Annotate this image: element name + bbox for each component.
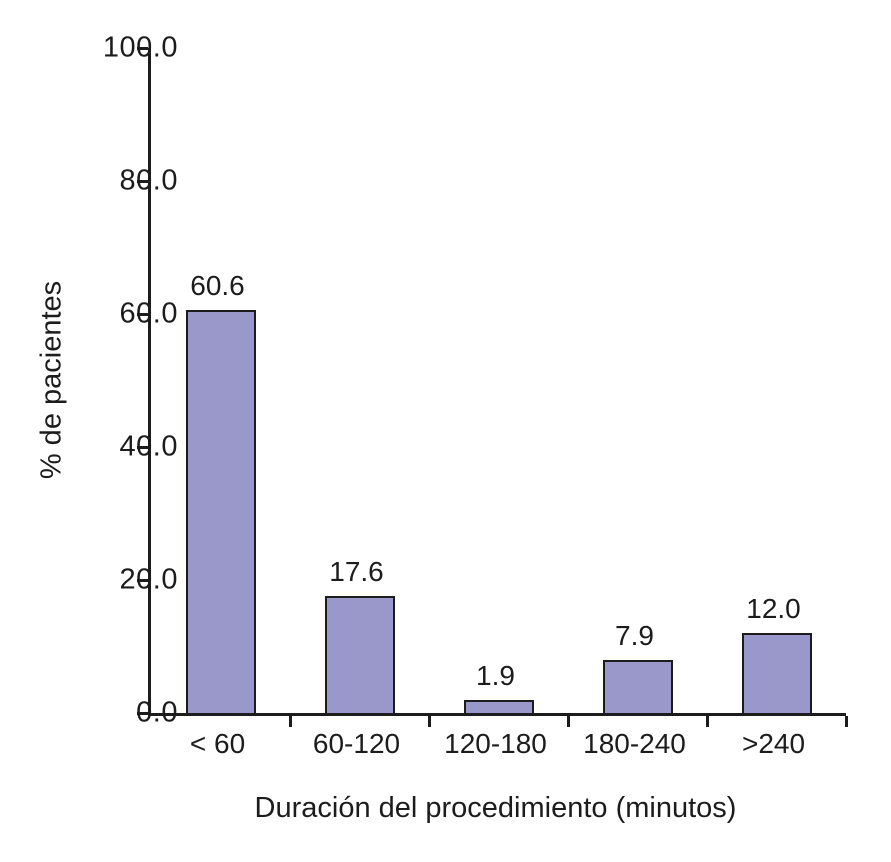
x-axis-tick: [288, 716, 292, 727]
bar-value-label: 7.9: [615, 620, 654, 652]
y-axis-tick: [137, 711, 148, 715]
x-category-label: >240: [741, 728, 806, 759]
x-axis-tick: [566, 716, 570, 727]
y-axis-tick: [137, 179, 148, 183]
y-axis-tick-label: 60.0: [119, 297, 178, 330]
y-axis-tick: [137, 445, 148, 449]
y-axis-tick-label: 80.0: [119, 164, 178, 197]
bar-value-label: 17.6: [329, 555, 384, 587]
y-axis-tick-label: 40.0: [119, 430, 178, 463]
bar-value-label: 12.0: [746, 593, 801, 625]
x-category-label: 180-240: [583, 728, 686, 759]
bar-value-label: 1.9: [476, 660, 515, 692]
bar-5: [741, 633, 812, 713]
x-category-label: < 60: [189, 728, 246, 759]
x-category-label: 60-120: [312, 728, 401, 759]
bar-1: [185, 310, 256, 713]
y-axis-tick: [137, 578, 148, 582]
bar-value-label: 60.6: [190, 270, 245, 301]
x-axis-tick: [844, 716, 848, 727]
bar-4: [602, 660, 673, 713]
plot-area: [137, 46, 848, 727]
y-axis-tick-label: 100.0: [102, 31, 178, 64]
y-axis-tick: [137, 312, 148, 316]
y-axis-tick: [137, 46, 148, 50]
y-axis-title: % de pacientes: [35, 280, 68, 480]
x-category-label: 120-180: [444, 728, 547, 759]
y-axis-tick-label: 20.0: [119, 563, 178, 596]
bar-3: [463, 700, 534, 713]
bar-2: [324, 595, 395, 713]
y-axis-tick-label: 0.0: [136, 696, 178, 729]
x-axis-title: Duración del procedimiento (minutos): [254, 792, 737, 824]
x-axis-tick: [705, 716, 709, 727]
x-axis-tick: [427, 716, 431, 727]
